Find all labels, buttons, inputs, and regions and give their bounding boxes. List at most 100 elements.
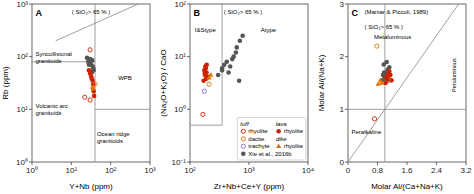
x-tick (308, 162, 309, 165)
x-tick (407, 162, 408, 165)
point (203, 64, 208, 69)
region-label: WPB (118, 75, 132, 81)
y-tick (187, 162, 190, 163)
point (226, 70, 231, 75)
legend-label: Xie et al., 2016b (248, 151, 292, 157)
legend-marker (241, 152, 246, 157)
x-tick-label: 0 (346, 166, 351, 175)
point (386, 78, 390, 82)
y-tick-label: 3 (340, 0, 345, 9)
plot-area (348, 4, 466, 162)
point (88, 57, 93, 62)
point (237, 78, 242, 83)
legend-header: tuff (240, 121, 250, 127)
legend-label: rhyolite (284, 128, 304, 134)
x-tick (348, 162, 349, 165)
point (88, 98, 92, 102)
boundary-line (348, 4, 459, 162)
region-label: Peralkaline (352, 129, 382, 135)
region-label: ( SiO₂> 65 % ) (72, 9, 111, 15)
y-tick (345, 56, 348, 57)
y-tick-label: 10¹ (16, 105, 28, 114)
x-tick-label: 3.2 (460, 166, 472, 175)
y-tick-label: 2 (340, 52, 345, 61)
boundary-line (348, 109, 466, 110)
region-label: ( SiO₂> 65 % ) (365, 24, 404, 30)
legend-marker (241, 137, 245, 141)
y-axis-label: Rb (ppm) (1, 66, 10, 100)
point (208, 72, 213, 77)
y-tick (187, 109, 190, 110)
y-tick (345, 4, 348, 5)
plot-frame (348, 4, 466, 162)
point (220, 66, 225, 71)
y-tick (345, 162, 348, 163)
x-tick (110, 162, 111, 165)
x-tick (377, 162, 378, 165)
point (202, 71, 207, 76)
point (207, 82, 211, 86)
point (88, 48, 92, 52)
annotation-line: Syncollisional (36, 51, 72, 57)
y-axis-label: (Na₂O+K₂O) / CaO (159, 49, 168, 116)
annotation-line: granitoids (97, 138, 123, 144)
y-tick (29, 56, 32, 57)
region-label: Ocean ridgegranitoids (97, 131, 130, 144)
region-label: Atype (261, 27, 277, 33)
point (93, 82, 97, 86)
plot-frame (190, 4, 308, 162)
region-label: Peraluminous (451, 58, 457, 92)
region-label: Volcanic arcgranitoids (36, 103, 68, 116)
y-tick (345, 109, 348, 110)
x-tick-label: 10² (184, 166, 196, 175)
point (234, 45, 239, 50)
region-label: (Maniar & Piccoli, 1989) (365, 9, 429, 15)
region-label: Syncollisionalgranitoids (36, 51, 72, 64)
panel-title: C (352, 8, 359, 18)
x-tick-label: 0.8 (372, 166, 384, 175)
legend-label: rhyolite (284, 143, 304, 149)
boundary-line (95, 109, 150, 110)
legend-marker (276, 129, 281, 134)
point (228, 64, 233, 69)
legend: tuffrhyolitedacitetrachytelavarhyolitedi… (237, 118, 306, 161)
boundary-line (190, 125, 222, 126)
y-tick (29, 162, 32, 163)
point (202, 89, 206, 93)
x-tick (71, 162, 72, 165)
y-tick-label: 10² (16, 52, 28, 61)
y-tick-label: 10⁻¹ (171, 158, 186, 167)
x-tick (436, 162, 437, 165)
x-axis-label: Molar Al/(Ca+Na+K) (371, 182, 443, 191)
plot-area (190, 4, 245, 125)
y-tick-label: 10⁰ (16, 158, 28, 167)
x-tick (466, 162, 467, 165)
point (92, 94, 97, 99)
y-tick-label: 10² (174, 0, 186, 9)
legend-label: rhyolite (248, 128, 268, 134)
region-label: ( SiO₂> 65 % ) (224, 9, 263, 15)
point (234, 50, 239, 55)
x-tick (190, 162, 191, 165)
y-tick-label: 10⁰ (174, 105, 186, 114)
y-tick-label: 10³ (16, 0, 28, 9)
point (381, 62, 386, 67)
point (238, 39, 243, 44)
x-axis-label: Y+Nb (ppm) (69, 182, 113, 191)
x-tick-label: 10⁰ (26, 166, 38, 175)
y-tick (187, 4, 190, 5)
point (375, 44, 379, 48)
figure: 10⁰ 10¹ 10² 10³ 10⁰ 10¹ 10² 10³ Y+Nb (ppm) Rb (pp… (0, 0, 474, 194)
point (379, 80, 384, 85)
point (240, 33, 245, 38)
panel: 10²10³10⁴10⁻¹10⁰10¹10²Zr+Nb+Ce+Y (ppm)(N… (159, 0, 315, 191)
legend-label: dacite (248, 136, 265, 142)
x-tick (249, 162, 250, 165)
y-tick-label: 10¹ (174, 52, 186, 61)
y-tick (29, 109, 32, 110)
x-tick-label: 10³ (243, 166, 255, 175)
legend-marker (276, 144, 281, 149)
y-axis-label: Molar Al/(Na+K) (317, 54, 326, 111)
annotation-line: granitoids (36, 110, 62, 116)
x-tick-label: 1.6 (401, 166, 413, 175)
